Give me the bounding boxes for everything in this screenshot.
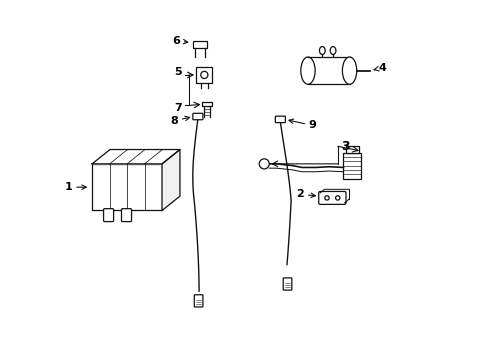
- Circle shape: [335, 196, 339, 200]
- Text: 8: 8: [170, 116, 189, 126]
- Ellipse shape: [329, 46, 335, 54]
- Text: 6: 6: [172, 36, 187, 46]
- FancyBboxPatch shape: [92, 164, 162, 211]
- Polygon shape: [92, 149, 180, 164]
- FancyBboxPatch shape: [343, 153, 360, 179]
- Circle shape: [201, 71, 207, 78]
- Text: 1: 1: [65, 182, 86, 192]
- Text: 5: 5: [174, 67, 182, 77]
- FancyBboxPatch shape: [275, 116, 285, 123]
- Ellipse shape: [300, 57, 314, 84]
- Circle shape: [259, 159, 269, 169]
- FancyBboxPatch shape: [202, 102, 211, 107]
- Text: 9: 9: [288, 119, 316, 130]
- FancyBboxPatch shape: [192, 41, 206, 48]
- FancyBboxPatch shape: [103, 209, 113, 222]
- FancyBboxPatch shape: [194, 295, 203, 307]
- Circle shape: [324, 196, 328, 200]
- FancyBboxPatch shape: [196, 67, 212, 83]
- Text: 7: 7: [174, 103, 182, 113]
- FancyBboxPatch shape: [192, 113, 203, 120]
- FancyBboxPatch shape: [318, 192, 346, 204]
- Text: 2: 2: [296, 189, 315, 199]
- Ellipse shape: [319, 46, 325, 54]
- FancyBboxPatch shape: [121, 209, 131, 222]
- Text: 4: 4: [373, 63, 386, 73]
- FancyBboxPatch shape: [283, 278, 291, 290]
- FancyBboxPatch shape: [345, 145, 358, 153]
- Text: 3: 3: [341, 140, 349, 153]
- Polygon shape: [162, 149, 180, 211]
- Ellipse shape: [342, 57, 356, 84]
